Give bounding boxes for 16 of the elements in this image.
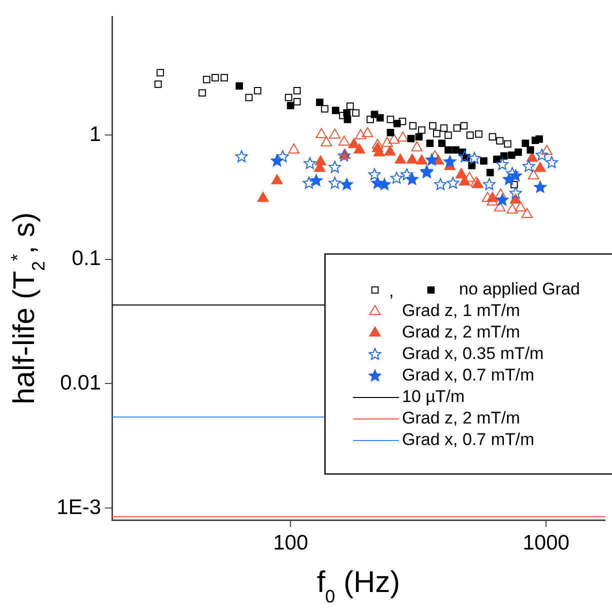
- y-tick-label: 0.1: [72, 247, 101, 270]
- y-tick-label: 0.01: [60, 371, 101, 394]
- legend-label: Grad x, 0.7 mT/m: [402, 366, 534, 385]
- x-tick-label: 1000: [522, 531, 570, 554]
- legend-label: no applied Grad: [459, 280, 580, 299]
- legend-label: ,: [389, 282, 394, 301]
- legend-label: Grad x, 0.35 mT/m: [402, 344, 544, 364]
- legend-label: Grad z, 1 mT/m: [402, 301, 520, 320]
- x-tick-label: 100: [273, 531, 308, 554]
- y-axis-title: half-life (T2*, s): [8, 212, 48, 404]
- legend-label: 10 µT/m: [402, 387, 465, 406]
- legend-label: Grad z, 2 mT/m: [402, 408, 520, 428]
- legend-label: Grad z, 2 mT/m: [402, 322, 520, 342]
- y-tick-label: 1E-3: [56, 496, 101, 519]
- y-tick-label: 1: [89, 122, 101, 146]
- legend-label: Grad x, 0.7 mT/m: [402, 430, 534, 450]
